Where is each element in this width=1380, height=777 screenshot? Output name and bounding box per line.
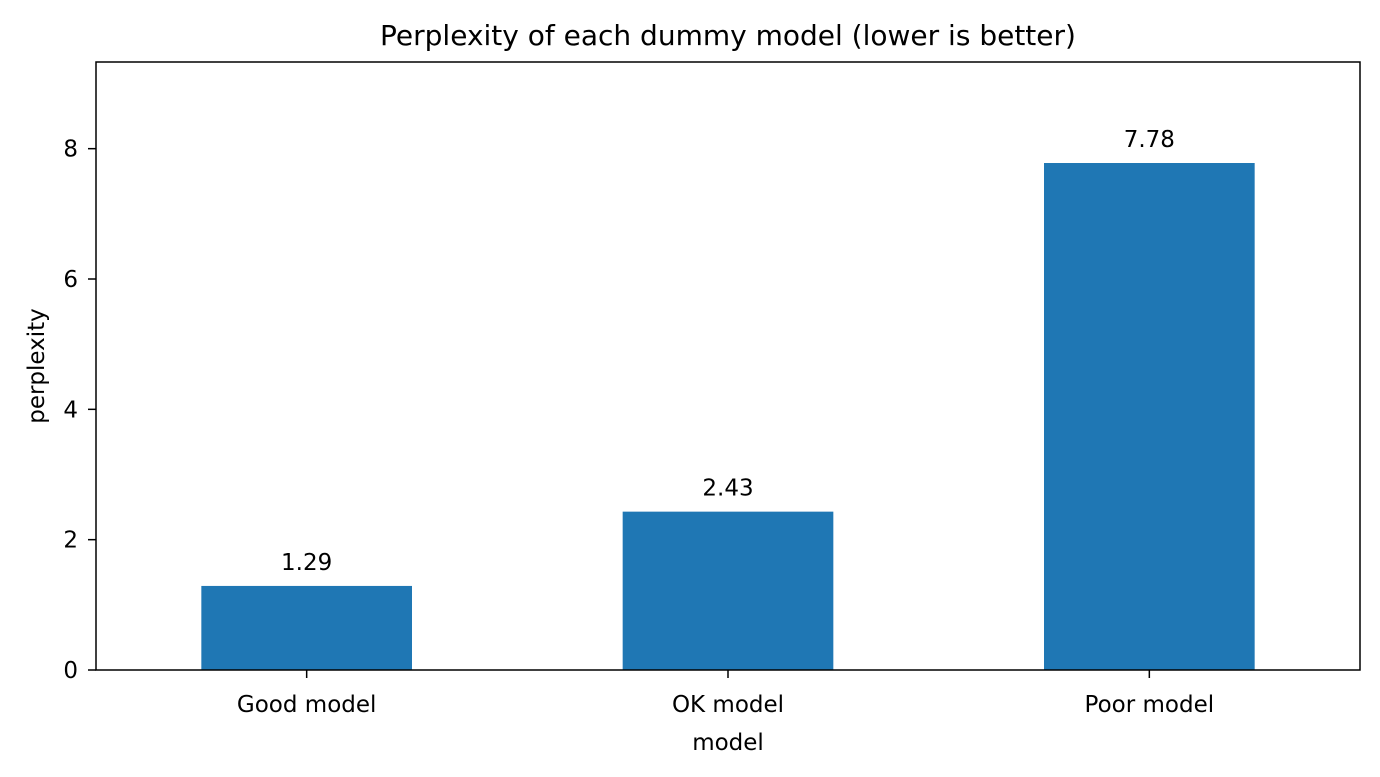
y-tick-label-0: 0 — [63, 658, 78, 684]
bar-1 — [622, 511, 834, 670]
data-labels-group: 1.29 2.43 7.78 — [281, 127, 1175, 576]
y-tick-label-1: 2 — [63, 528, 78, 554]
bar-0 — [201, 585, 412, 670]
bars-group — [201, 163, 1255, 670]
x-tick-label-0: Good model — [237, 692, 377, 718]
chart-title: Perplexity of each dummy model (lower is… — [380, 19, 1076, 52]
x-axis-label: model — [692, 730, 764, 756]
y-tick-label-4: 8 — [63, 137, 78, 163]
data-label-1: 2.43 — [702, 476, 753, 502]
plot-area-frame — [95, 61, 1361, 671]
y-axis-label: perplexity — [24, 308, 50, 424]
data-label-2: 7.78 — [1124, 127, 1175, 153]
data-label-0: 1.29 — [281, 550, 332, 576]
y-tick-label-3: 6 — [63, 267, 78, 293]
y-tick-label-2: 4 — [63, 397, 78, 423]
x-axis-ticks: Good model OK model Poor model — [237, 670, 1214, 718]
y-axis-ticks: 0 2 4 6 8 — [63, 137, 96, 684]
bar-2 — [1044, 163, 1255, 670]
x-tick-label-1: OK model — [672, 692, 784, 718]
x-tick-label-2: Poor model — [1085, 692, 1215, 718]
